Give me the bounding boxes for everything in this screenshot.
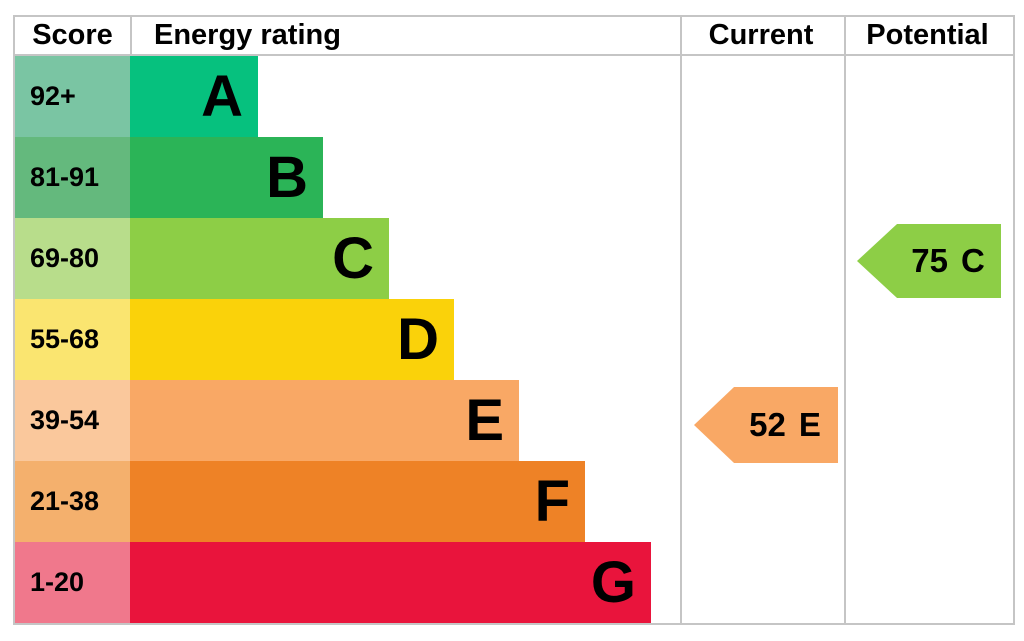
band-bar-e: E (130, 380, 519, 461)
band-letter-c: C (332, 225, 374, 291)
band-row-e: 39-54 E (15, 380, 1013, 461)
score-range-label-e: 39-54 (30, 405, 100, 435)
current-column-divider (680, 17, 682, 623)
current-column-header: Current (708, 19, 814, 51)
band-row-g: 1-20 G (15, 542, 1013, 623)
band-letter-b: B (266, 144, 308, 210)
band-bar-g: G (130, 542, 651, 623)
score-range-label-g: 1-20 (30, 567, 85, 597)
score-column-header: Score (32, 19, 113, 51)
table-header-row: Score Energy rating Current Potential (15, 17, 1013, 56)
score-range-label-d: 55-68 (30, 324, 100, 354)
band-letter-f: F (534, 468, 570, 534)
band-row-a: 92+ A (15, 56, 1013, 137)
band-rows: 92+ A 81-91 B 69-80 C (15, 56, 1013, 623)
score-range-cell-b: 81-91 (15, 137, 130, 218)
score-range-cell-c: 69-80 (15, 218, 130, 299)
score-range-cell-a: 92+ (15, 56, 130, 137)
current-band-letter: E (798, 406, 821, 443)
band-letter-d: D (397, 306, 439, 372)
score-range-label-a: 92+ (30, 81, 76, 111)
energy-rating-column-header: Energy rating (130, 17, 680, 54)
band-bar-a: A (130, 56, 258, 137)
band-letter-a: A (201, 63, 243, 129)
band-bar-b: B (130, 137, 323, 218)
score-range-cell-d: 55-68 (15, 299, 130, 380)
score-range-cell-g: 1-20 (15, 542, 130, 623)
band-row-b: 81-91 B (15, 137, 1013, 218)
potential-column-header: Potential (866, 19, 989, 51)
band-row-d: 55-68 D (15, 299, 1013, 380)
epc-table: Score Energy rating Current Potential 92… (13, 15, 1015, 625)
potential-column-divider (844, 17, 846, 623)
score-range-label-b: 81-91 (30, 162, 100, 192)
score-range-cell-f: 21-38 (15, 461, 130, 542)
score-range-cell-e: 39-54 (15, 380, 130, 461)
band-row-c: 69-80 C (15, 218, 1013, 299)
band-bar-c: C (130, 218, 389, 299)
band-letter-g: G (590, 549, 636, 615)
score-range-label-f: 21-38 (30, 486, 100, 516)
potential-band-letter: C (960, 242, 985, 279)
band-letter-e: E (465, 387, 504, 453)
potential-score-value: 75 (911, 242, 948, 279)
band-bar-f: F (130, 461, 585, 542)
score-range-label-c: 69-80 (30, 243, 100, 273)
band-bar-d: D (130, 299, 454, 380)
current-score-value: 52 (749, 406, 786, 443)
band-row-f: 21-38 F (15, 461, 1013, 542)
